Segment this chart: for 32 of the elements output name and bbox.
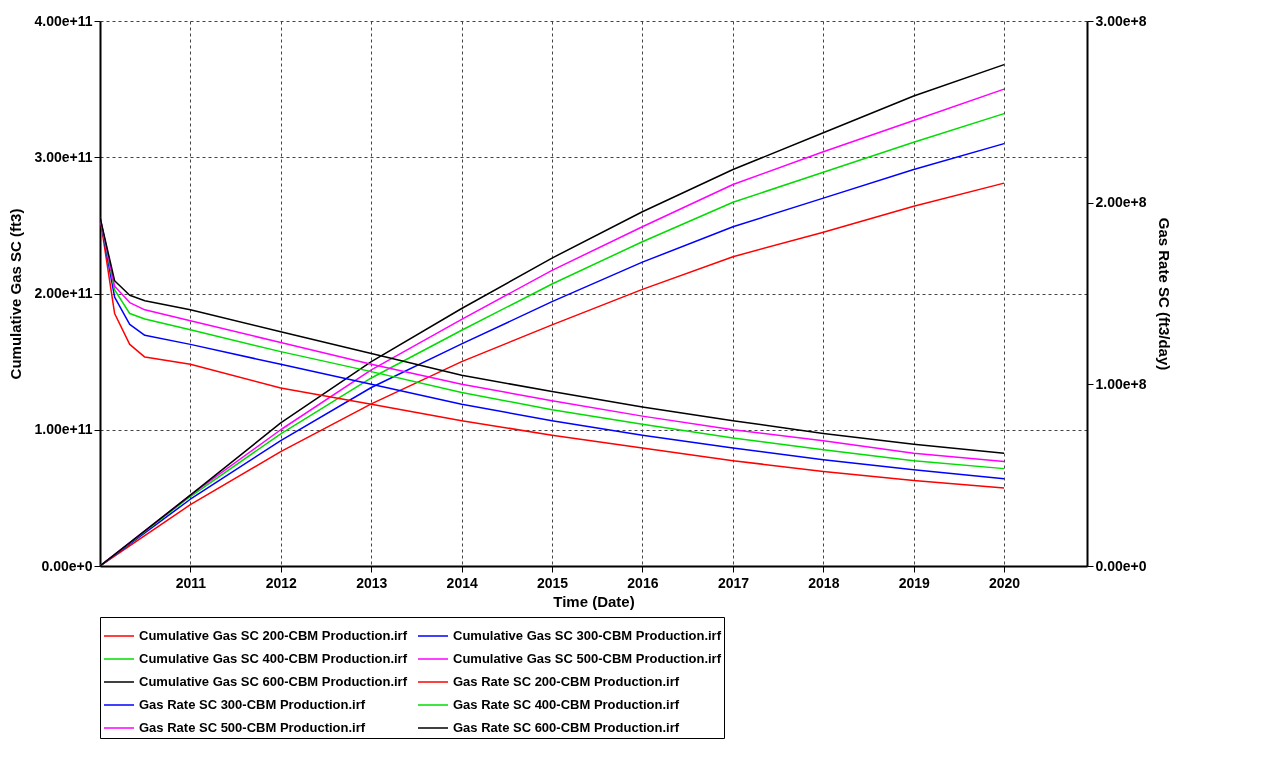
x-tick-label: 2015 [536,574,569,591]
x-tick-label: 2014 [446,574,478,591]
x-tick-label: 2011 [175,574,207,591]
y-tick-label: 4.00e+11 [34,12,93,29]
legend-label: Cumulative Gas SC 300-CBM Production.irf [453,628,722,643]
legend-label: Cumulative Gas SC 200-CBM Production.irf [139,628,408,643]
x-tick-label: 2013 [356,574,388,591]
y-tick-label: 3.00e+11 [34,148,93,165]
legend-label: Gas Rate SC 400-CBM Production.irf [453,697,680,712]
legend-label: Cumulative Gas SC 600-CBM Production.irf [139,674,408,689]
x-tick-label: 2012 [265,574,297,591]
y-axis-title: Cumulative Gas SC (ft3) [7,208,25,380]
x-tick-label: 2019 [898,574,930,591]
x-tick-label: 2018 [808,574,840,591]
y-tick-label: 1.00e+11 [34,421,93,438]
legend-label: Cumulative Gas SC 500-CBM Production.irf [453,651,722,666]
y2-axis-title: Gas Rate SC (ft3/day) [1156,217,1174,371]
legend-label: Cumulative Gas SC 400-CBM Production.irf [139,651,408,666]
legend-label: Gas Rate SC 500-CBM Production.irf [139,720,366,735]
legend-label: Gas Rate SC 200-CBM Production.irf [453,674,680,689]
x-tick-label: 2020 [988,574,1021,591]
legend-label: Gas Rate SC 600-CBM Production.irf [453,720,680,735]
y2-tick-label: 1.00e+8 [1095,375,1147,392]
y-tick-label: 2.00e+11 [34,285,93,301]
x-axis-title: Time (Date) [553,592,635,610]
y2-tick-label: 3.00e+8 [1095,12,1147,29]
y-tick-label: 0.00e+0 [41,557,93,574]
legend-label: Gas Rate SC 300-CBM Production.irf [139,697,366,712]
x-tick-label: 2017 [717,574,750,591]
x-tick-label: 2016 [627,574,659,591]
y2-tick-label: 0.00e+0 [1095,557,1147,574]
y2-tick-label: 2.00e+8 [1095,194,1147,211]
